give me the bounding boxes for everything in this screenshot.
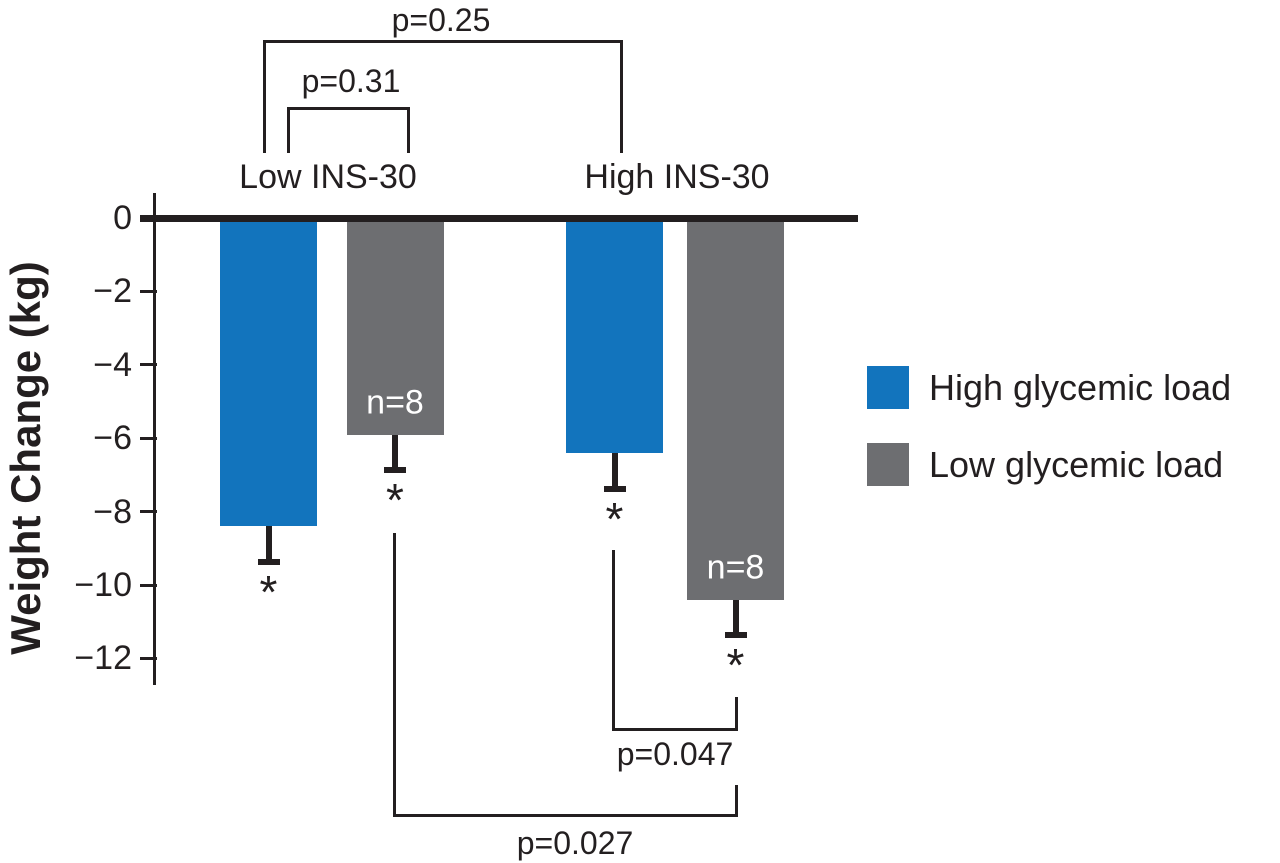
y-tick-label: −12 [74,639,132,678]
error-bar-stem-high-gl-low-ins30 [265,526,272,563]
legend-label-high-glycemic-load: High glycemic load [929,366,1232,408]
group-label-high-ins30: High INS-30 [584,158,770,196]
y-tick-mark [140,216,157,220]
bar-high-gl-high-ins30 [566,222,663,453]
error-bar-stem-high-gl-high-ins30 [611,452,618,490]
legend-item-high-glycemic-load: High glycemic load [867,366,1231,409]
error-bar-cap-low-gl-low-ins30 [384,467,406,474]
y-tick-label: −10 [74,566,132,604]
y-tick-mark [140,363,157,367]
p-value-bottom-outer: p=0.027 [516,825,634,861]
significance-asterisk-high-gl-low-ins30: * [259,565,278,618]
y-tick-mark [140,510,157,514]
n-label-low-gl-high-ins30: n=8 [706,548,765,587]
sig-bracket-bottom-outer-hline [393,814,738,817]
sig-bracket-top-outer [263,40,623,153]
sig-bracket-top-inner [287,107,410,153]
significance-asterisk-low-gl-low-ins30: * [386,474,404,527]
y-tick-mark [140,583,157,587]
bar-low-gl-low-ins30 [346,222,444,435]
legend-swatch-high-glycemic-load [867,366,909,409]
p-value-bottom-inner: p=0.047 [616,736,734,772]
sig-bracket-bottom-outer-left-line [393,533,396,817]
y-tick-label: 0 [113,199,132,237]
p-value-top-inner: p=0.31 [301,63,401,99]
p-value-top-outer: p=0.25 [391,2,491,38]
legend-item-low-glycemic-load: Low glycemic load [867,443,1223,486]
sig-bracket-bottom-inner-left-line [612,550,615,731]
error-bar-stem-low-gl-high-ins30 [732,599,739,637]
y-tick-label: −4 [93,345,132,384]
error-bar-cap-high-gl-low-ins30 [257,558,280,565]
y-tick-label: −6 [93,419,132,458]
error-bar-cap-low-gl-high-ins30 [724,632,747,639]
significance-asterisk-low-gl-high-ins30: * [726,639,745,692]
group-label-low-ins30: Low INS-30 [239,158,417,196]
y-tick-label: −2 [93,272,132,311]
error-bar-cap-high-gl-high-ins30 [603,485,626,492]
significance-asterisk-high-gl-high-ins30: * [605,492,624,545]
y-tick-mark [140,656,157,660]
n-label-low-gl-low-ins30: n=8 [366,383,424,422]
error-bar-stem-low-gl-low-ins30 [392,434,398,472]
y-tick-mark [140,289,157,293]
legend-swatch-low-glycemic-load [867,443,909,486]
sig-bracket-bottom-outer-right-line [735,785,738,817]
bar-high-gl-low-ins30 [220,222,317,527]
y-tick-label: −8 [93,492,132,531]
sig-bracket-bottom-inner-hline [612,728,738,731]
zero-baseline [140,215,858,222]
bar-low-gl-high-ins30 [687,222,784,600]
y-tick-mark [140,436,157,440]
sig-bracket-bottom-inner-right-line [735,697,738,728]
legend-label-low-glycemic-load: Low glycemic load [929,443,1224,485]
